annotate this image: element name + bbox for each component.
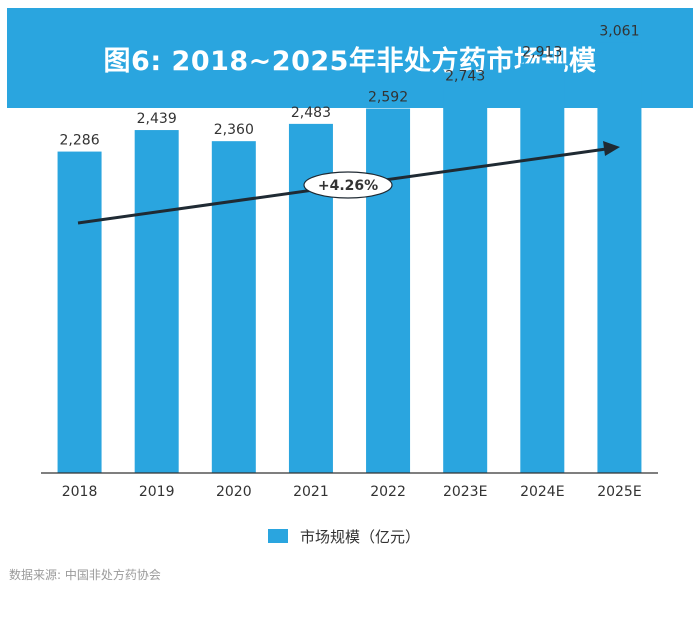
x-tick-2019: 2019 (139, 484, 175, 500)
growth-annotation-ellipse (303, 171, 393, 199)
value-label-2020: 2,360 (214, 122, 254, 138)
bar-2024E (520, 63, 565, 473)
bar-2022 (366, 108, 411, 474)
legend-label: 市场规模（亿元） (300, 527, 421, 546)
growth-annotation-label: +4.26% (318, 178, 378, 194)
x-tick-2020: 2020 (216, 484, 252, 500)
trend-arrow-group: +4.26% (77, 141, 620, 225)
value-label-2025E: 3,061 (599, 24, 639, 40)
source-note: 数据来源: 中国非处方药协会 (9, 568, 161, 582)
bars-group (57, 42, 642, 474)
legend-swatch (268, 529, 288, 543)
x-tick-2025E: 2025E (597, 484, 641, 500)
trend-arrowhead (603, 141, 620, 156)
bar-2018 (57, 151, 102, 474)
chart-title: 图6: 2018~2025年非处方药市场规模 (103, 45, 597, 77)
title-banner: 图6: 2018~2025年非处方药市场规模 (7, 8, 693, 108)
bar-2019 (134, 130, 179, 473)
bar-2025E (597, 42, 642, 473)
value-label-2021: 2,483 (291, 105, 331, 121)
x-tick-2022: 2022 (370, 484, 406, 500)
x-tick-2021: 2021 (293, 484, 329, 500)
bar-2023E (443, 87, 488, 474)
x-ticks-group: 2018 2019 2020 2021 2022 2023E 2024E 2025E (62, 484, 642, 500)
x-tick-2018: 2018 (62, 484, 98, 500)
legend: 市场规模（亿元） (268, 524, 420, 548)
value-labels-group: 2,286 2,439 2,360 2,483 2,592 2,743 2,913 3,061 (60, 24, 640, 149)
value-label-2019: 2,439 (137, 111, 177, 127)
x-tick-2023E: 2023E (443, 484, 487, 500)
value-label-2022: 2,592 (368, 90, 408, 106)
value-label-2024E: 2,913 (522, 44, 562, 60)
x-tick-2024E: 2024E (520, 484, 564, 500)
value-label-2023E: 2,743 (445, 68, 485, 84)
value-label-2018: 2,286 (60, 133, 100, 149)
bar-2020 (211, 141, 256, 474)
